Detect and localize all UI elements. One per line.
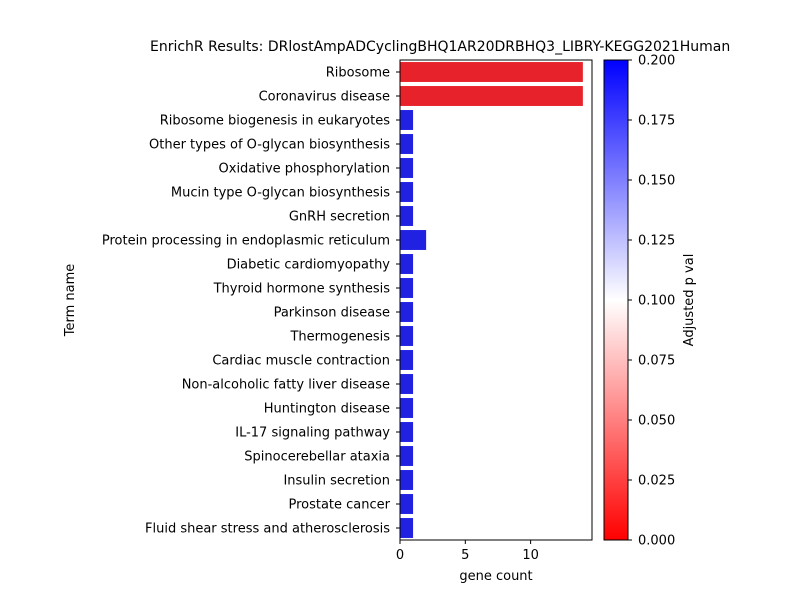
bar bbox=[400, 158, 414, 178]
y-tick-label: Huntington disease bbox=[264, 402, 390, 417]
colorbar-ticks: 0.000 0.025 0.050 0.075 0.100 0.125 0.150 0.175… bbox=[628, 54, 675, 549]
colorbar-tick-label: 0.025 bbox=[638, 474, 675, 489]
y-tick-label: Non-alcoholic fatty liver disease bbox=[182, 378, 390, 393]
bar bbox=[400, 374, 414, 394]
x-axis-ticks: 0 5 10 bbox=[396, 540, 539, 563]
bar bbox=[400, 494, 414, 514]
colorbar-tick-label: 0.050 bbox=[638, 414, 675, 429]
bar bbox=[400, 446, 414, 466]
bars-group bbox=[400, 62, 583, 538]
colorbar-tick-label: 0.125 bbox=[638, 234, 675, 249]
colorbar bbox=[603, 59, 629, 541]
y-tick-label: Other types of O-glycan biosynthesis bbox=[149, 138, 390, 153]
y-tick-label: Mucin type O-glycan biosynthesis bbox=[171, 186, 390, 201]
colorbar-tick-label: 0.150 bbox=[638, 174, 675, 189]
x-tick-label: 10 bbox=[522, 548, 539, 563]
colorbar-tick-label: 0.100 bbox=[638, 294, 675, 309]
bar bbox=[400, 398, 414, 418]
colorbar-tick-label: 0.075 bbox=[638, 354, 675, 369]
bar bbox=[400, 206, 414, 226]
category-labels: Ribosome Coronavirus disease Ribosome biog… bbox=[102, 66, 400, 537]
y-tick-label: Fluid shear stress and atherosclerosis bbox=[145, 522, 390, 537]
y-tick-label: Cardiac muscle contraction bbox=[212, 354, 390, 369]
y-tick-label: Prostate cancer bbox=[288, 498, 390, 513]
y-tick-label: IL-17 signaling pathway bbox=[235, 426, 390, 441]
y-axis-label: Term name bbox=[63, 264, 78, 338]
y-tick-label: Ribosome bbox=[326, 66, 390, 81]
colorbar-tick-label: 0.000 bbox=[638, 534, 675, 549]
bar bbox=[400, 326, 414, 346]
colorbar-tick-label: 0.200 bbox=[638, 54, 675, 69]
y-tick-label: Protein processing in endoplasmic reticu… bbox=[102, 234, 390, 249]
bar bbox=[400, 62, 583, 82]
colorbar-label: Adjusted p val bbox=[682, 254, 697, 347]
bar bbox=[400, 422, 414, 442]
y-tick-label: Oxidative phosphorylation bbox=[219, 162, 390, 177]
bar bbox=[400, 230, 427, 250]
bar bbox=[400, 86, 583, 106]
bar bbox=[400, 182, 414, 202]
x-axis-label: gene count bbox=[459, 569, 532, 584]
y-tick-label: Thermogenesis bbox=[289, 330, 390, 345]
y-tick-label: Ribosome biogenesis in eukaryotes bbox=[160, 114, 391, 129]
y-tick-label: Spinocerebellar ataxia bbox=[244, 450, 390, 465]
plot-frame bbox=[399, 59, 593, 541]
y-tick-label: Coronavirus disease bbox=[259, 90, 390, 105]
bar bbox=[400, 278, 414, 298]
colorbar-tick-label: 0.175 bbox=[638, 114, 675, 129]
bar bbox=[400, 110, 414, 130]
chart-title: EnrichR Results: DRlostAmpADCyclingBHQ1A… bbox=[150, 39, 730, 55]
bar bbox=[400, 134, 414, 154]
y-tick-label: Diabetic cardiomyopathy bbox=[227, 258, 391, 273]
bar bbox=[400, 302, 414, 322]
x-tick-label: 5 bbox=[461, 548, 469, 563]
y-tick-label: Thyroid hormone synthesis bbox=[213, 282, 391, 297]
bar bbox=[400, 470, 414, 490]
bar bbox=[400, 254, 414, 274]
bar bbox=[400, 350, 414, 370]
y-tick-label: GnRH secretion bbox=[289, 210, 390, 225]
y-tick-label: Parkinson disease bbox=[274, 306, 390, 321]
bar bbox=[400, 518, 414, 538]
y-tick-label: Insulin secretion bbox=[283, 474, 390, 489]
x-tick-label: 0 bbox=[396, 548, 404, 563]
